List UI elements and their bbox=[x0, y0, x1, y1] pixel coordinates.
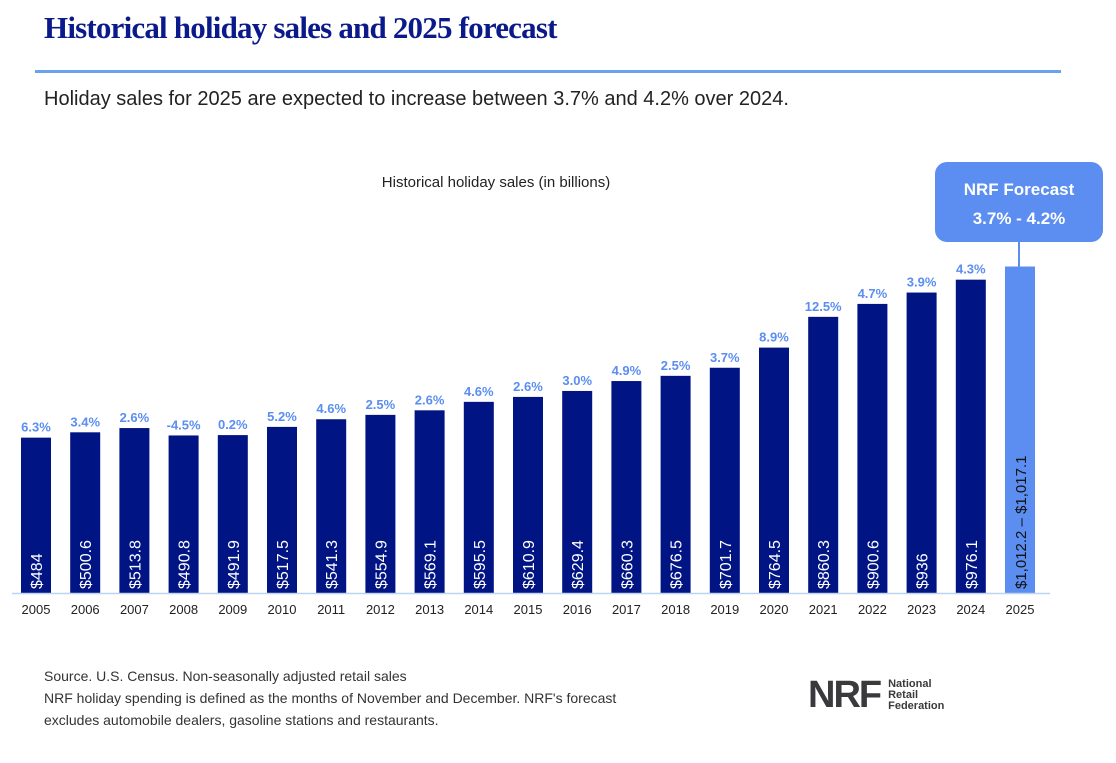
x-tick-label: 2015 bbox=[514, 602, 543, 617]
growth-label: 4.9% bbox=[612, 363, 642, 378]
x-tick-label: 2013 bbox=[415, 602, 444, 617]
bar-value-label: $860.3 bbox=[816, 540, 833, 589]
growth-label: -4.5% bbox=[167, 417, 201, 432]
x-tick-label: 2017 bbox=[612, 602, 641, 617]
x-tick-label: 2010 bbox=[268, 602, 297, 617]
bar-chart: Historical holiday sales (in billions) $… bbox=[12, 162, 1103, 617]
bar-value-label: $629.4 bbox=[570, 540, 587, 589]
bar-value-label: $500.6 bbox=[78, 540, 95, 589]
growth-label: 3.9% bbox=[907, 275, 937, 290]
source-line: excludes automobile dealers, gasoline st… bbox=[44, 712, 439, 728]
bar-value-label: $569.1 bbox=[423, 540, 440, 589]
x-tick-label: 2019 bbox=[710, 602, 739, 617]
bar bbox=[119, 428, 150, 593]
growth-label: 2.5% bbox=[366, 397, 396, 412]
bar-value-label: $764.5 bbox=[767, 540, 784, 589]
bar-value-label: $976.1 bbox=[964, 540, 981, 589]
x-tick-label: 2008 bbox=[169, 602, 198, 617]
bar bbox=[513, 396, 543, 593]
growth-label: 2.6% bbox=[120, 410, 150, 425]
bar bbox=[414, 410, 445, 593]
growth-label: 12.5% bbox=[805, 299, 842, 314]
bar bbox=[759, 347, 789, 593]
x-tick-label: 2021 bbox=[809, 602, 838, 617]
forecast-callout: NRF Forecast 3.7% - 4.2% bbox=[935, 162, 1103, 268]
x-tick-label: 2007 bbox=[120, 602, 149, 617]
bar bbox=[217, 435, 248, 593]
growth-label: 5.2% bbox=[267, 409, 297, 424]
logo-mark: NRF bbox=[808, 674, 882, 716]
callout-range: 3.7% - 4.2% bbox=[973, 209, 1066, 228]
growth-label: 3.0% bbox=[562, 373, 592, 388]
page-title: Historical holiday sales and 2025 foreca… bbox=[44, 10, 557, 45]
nrf-logo: NRF National Retail Federation bbox=[808, 674, 945, 716]
x-tick-label: 2025 bbox=[1006, 602, 1035, 617]
bar-value-label: $610.9 bbox=[521, 540, 538, 589]
bar-value-label: $484 bbox=[29, 553, 46, 589]
growth-label: 3.4% bbox=[70, 414, 100, 429]
growth-label: 3.7% bbox=[710, 350, 740, 365]
bar-value-label: $513.8 bbox=[127, 540, 144, 589]
bar bbox=[168, 435, 199, 593]
source-note: Source. U.S. Census. Non-seasonally adju… bbox=[44, 665, 616, 731]
bar-value-label: $491.9 bbox=[226, 540, 243, 589]
growth-label: 2.6% bbox=[415, 392, 445, 407]
x-tick-label: 2022 bbox=[858, 602, 887, 617]
bar bbox=[316, 419, 347, 593]
bar-value-label: $595.5 bbox=[472, 540, 489, 589]
x-tick-label: 2024 bbox=[956, 602, 985, 617]
bar-value-label: $554.9 bbox=[373, 540, 390, 589]
chart-title: Historical holiday sales (in billions) bbox=[382, 174, 610, 191]
growth-label: 4.6% bbox=[316, 401, 346, 416]
bar bbox=[660, 375, 691, 593]
x-tick-label: 2020 bbox=[760, 602, 789, 617]
bar bbox=[709, 367, 740, 593]
x-tick-label: 2006 bbox=[71, 602, 100, 617]
bar bbox=[808, 316, 839, 593]
growth-label: 0.2% bbox=[218, 417, 248, 432]
bar bbox=[906, 292, 937, 593]
bar-value-label: $541.3 bbox=[324, 540, 341, 589]
x-tick-label: 2018 bbox=[661, 602, 690, 617]
bar-value-label: $900.6 bbox=[865, 540, 882, 589]
callout-title: NRF Forecast bbox=[964, 180, 1075, 199]
growth-label: 4.7% bbox=[858, 286, 888, 301]
growth-label: 4.6% bbox=[464, 384, 494, 399]
x-tick-label: 2012 bbox=[366, 602, 395, 617]
bar-value-label: $490.8 bbox=[177, 540, 194, 589]
bar-value-label: $676.5 bbox=[669, 540, 686, 589]
bar bbox=[21, 437, 51, 593]
logo-text: National Retail Federation bbox=[888, 677, 945, 712]
x-tick-label: 2016 bbox=[563, 602, 592, 617]
callout-box bbox=[935, 162, 1103, 242]
bar-value-label: $517.5 bbox=[275, 540, 292, 589]
source-line: Source. U.S. Census. Non-seasonally adju… bbox=[44, 668, 407, 684]
bar-value-label: $1,012.2 – $1,017.1 bbox=[1013, 456, 1030, 589]
x-tick-label: 2009 bbox=[218, 602, 247, 617]
bar bbox=[562, 390, 593, 593]
bar-value-label: $936 bbox=[915, 553, 932, 589]
forecast-bar bbox=[1005, 266, 1035, 593]
bar bbox=[463, 401, 494, 593]
growth-label: 6.3% bbox=[21, 420, 51, 435]
page-subtitle: Holiday sales for 2025 are expected to i… bbox=[44, 88, 789, 110]
bar bbox=[857, 303, 888, 593]
source-line: NRF holiday spending is defined as the m… bbox=[44, 690, 617, 706]
title-divider bbox=[35, 70, 1061, 73]
growth-label: 2.6% bbox=[513, 379, 543, 394]
growth-label: 4.3% bbox=[956, 262, 986, 277]
growth-label: 2.5% bbox=[661, 358, 691, 373]
x-tick-label: 2011 bbox=[317, 602, 345, 617]
bar bbox=[267, 426, 297, 593]
x-tick-label: 2023 bbox=[907, 602, 936, 617]
bar-value-label: $660.3 bbox=[619, 540, 636, 589]
bar bbox=[955, 279, 986, 593]
x-tick-label: 2005 bbox=[22, 602, 51, 617]
x-tick-label: 2014 bbox=[464, 602, 493, 617]
growth-label: 8.9% bbox=[759, 330, 789, 345]
bar-value-label: $701.7 bbox=[718, 540, 735, 589]
bar bbox=[70, 432, 101, 593]
bar bbox=[611, 381, 642, 593]
bar bbox=[365, 414, 396, 593]
